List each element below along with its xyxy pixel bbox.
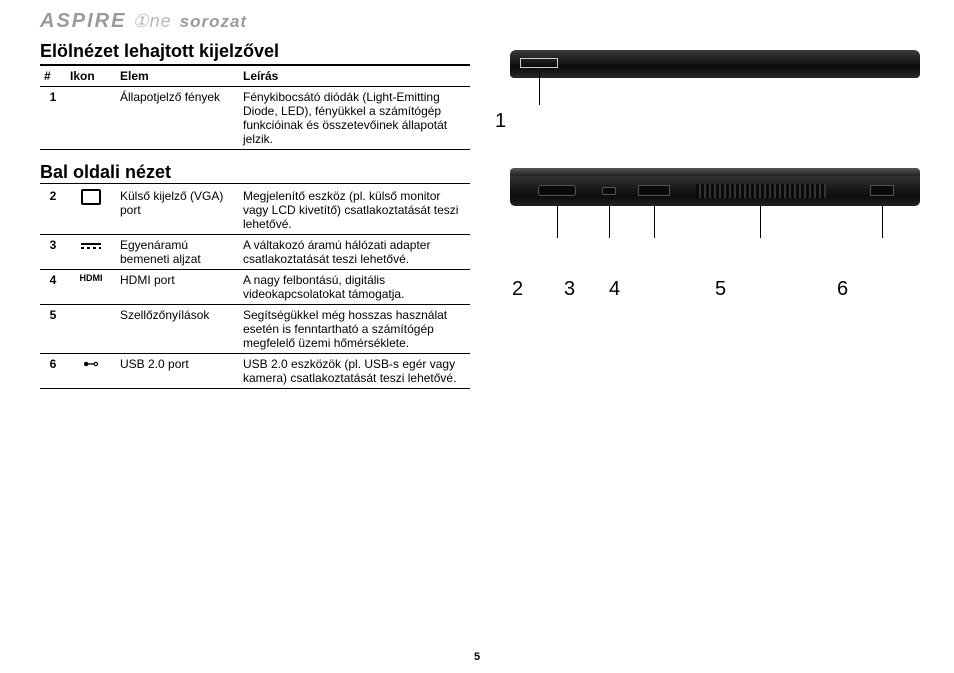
front-port-box	[520, 58, 558, 68]
laptop-left-illustration	[510, 168, 920, 208]
cell-num: 3	[40, 235, 66, 270]
cell-elem: USB 2.0 port	[116, 354, 239, 389]
th-elem: Elem	[116, 65, 239, 87]
cell-ikon: HDMI	[66, 270, 116, 305]
brand-line: ASPIRE ①ne sorozat	[40, 10, 470, 33]
cell-leiras: USB 2.0 eszközök (pl. USB-s egér vagy ka…	[239, 354, 470, 389]
monitor-icon	[81, 189, 101, 205]
cell-ikon	[66, 305, 116, 354]
spec-table-2: 2 Külső kijelző (VGA) port Megjelenítő e…	[40, 186, 470, 389]
port-vent	[696, 184, 826, 198]
cell-num: 1	[40, 87, 66, 150]
table-header-row: # Ikon Elem Leírás	[40, 65, 470, 87]
th-ikon: Ikon	[66, 65, 116, 87]
th-num: #	[40, 65, 66, 87]
callout-line-2	[557, 206, 558, 238]
cell-ikon	[66, 235, 116, 270]
cell-ikon: ⊷	[66, 354, 116, 389]
cell-elem: Egyenáramú bemeneti aljzat	[116, 235, 239, 270]
port-usb	[870, 185, 894, 196]
cell-leiras: Segítségükkel még hosszas használat eset…	[239, 305, 470, 354]
spec-table-1: # Ikon Elem Leírás 1 Állapotjelző fények…	[40, 64, 470, 150]
brand-aspire: ASPIRE	[40, 10, 126, 33]
dc-icon	[81, 243, 101, 249]
cell-num: 5	[40, 305, 66, 354]
cell-num: 2	[40, 186, 66, 235]
table-row: 2 Külső kijelző (VGA) port Megjelenítő e…	[40, 186, 470, 235]
callout-6: 6	[837, 278, 848, 301]
page-number: 5	[0, 651, 954, 663]
cell-leiras: A váltakozó áramú hálózati adapter csatl…	[239, 235, 470, 270]
callout-line-3	[609, 206, 610, 238]
cell-elem: Állapotjelző fények	[116, 87, 239, 150]
table-row: 4 HDMI HDMI port A nagy felbontású, digi…	[40, 270, 470, 305]
brand-one: ①ne	[132, 11, 171, 32]
callout-line-1	[539, 70, 540, 105]
section1-title: Elölnézet lehajtott kijelzővel	[40, 41, 470, 62]
port-vga	[538, 185, 576, 196]
table-row: 1 Állapotjelző fények Fénykibocsátó diód…	[40, 87, 470, 150]
callout-line-6	[882, 206, 883, 238]
callout-4: 4	[609, 278, 620, 301]
laptop-front-illustration	[510, 50, 920, 78]
callout-3: 3	[564, 278, 575, 301]
callout-2: 2	[512, 278, 523, 301]
port-hdmi	[638, 185, 670, 196]
table-row: 5 Szellőzőnyílások Segítségükkel még hos…	[40, 305, 470, 354]
section2-title: Bal oldali nézet	[40, 158, 470, 184]
callout-line-4	[654, 206, 655, 238]
port-dc	[602, 187, 616, 195]
callout-5: 5	[715, 278, 726, 301]
cell-ikon	[66, 87, 116, 150]
table-row: 6 ⊷ USB 2.0 port USB 2.0 eszközök (pl. U…	[40, 354, 470, 389]
brand-series: sorozat	[180, 12, 247, 32]
cell-leiras: Megjelenítő eszköz (pl. külső monitor va…	[239, 186, 470, 235]
laptop-lid	[510, 168, 920, 176]
th-leiras: Leírás	[239, 65, 470, 87]
table-row: 3 Egyenáramú bemeneti aljzat A váltakozó…	[40, 235, 470, 270]
cell-num: 4	[40, 270, 66, 305]
cell-elem: Külső kijelző (VGA) port	[116, 186, 239, 235]
cell-elem: Szellőzőnyílások	[116, 305, 239, 354]
cell-ikon	[66, 186, 116, 235]
cell-num: 6	[40, 354, 66, 389]
laptop-base	[510, 176, 920, 206]
usb-icon: ⊷	[83, 357, 99, 373]
cell-leiras: A nagy felbontású, digitális videokapcso…	[239, 270, 470, 305]
cell-elem: HDMI port	[116, 270, 239, 305]
callout-line-5	[760, 206, 761, 238]
cell-leiras: Fénykibocsátó diódák (Light-Emitting Dio…	[239, 87, 470, 150]
callout-1: 1	[495, 110, 506, 133]
